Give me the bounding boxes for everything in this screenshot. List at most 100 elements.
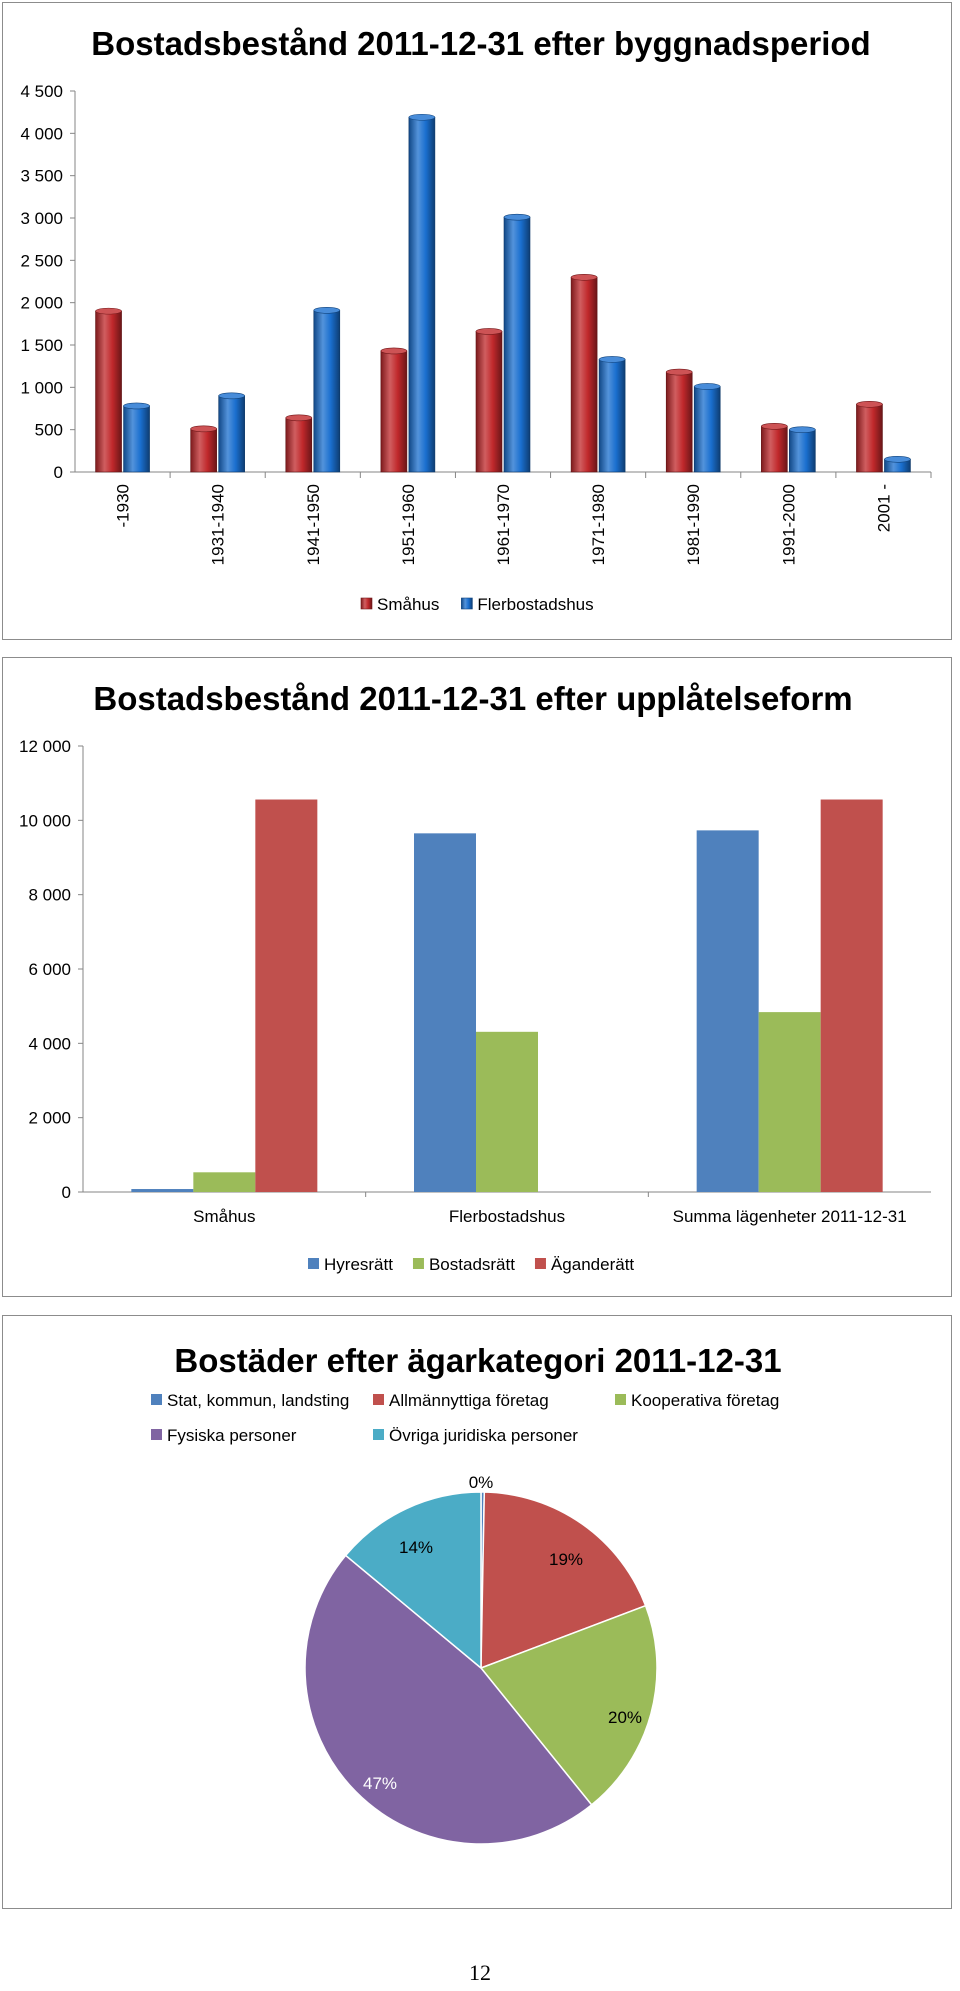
- x-tick-label: 1991-2000: [779, 484, 798, 565]
- bar-småhus: [475, 331, 503, 473]
- y-tick-label: 1 000: [20, 378, 63, 397]
- bar-flerbostadshus: [693, 386, 721, 473]
- legend-label: Fysiska personer: [167, 1426, 297, 1445]
- bar-småhus: [761, 425, 788, 473]
- bar-top: [884, 455, 911, 463]
- legend-label: Hyresrätt: [324, 1255, 393, 1274]
- chart-agarkategori: Bostäder efter ägarkategori 2011-12-31 S…: [151, 1342, 782, 1845]
- y-tick-label: 2 000: [20, 294, 63, 313]
- legend-label: Kooperativa företag: [631, 1391, 779, 1410]
- x-tick-label: 1941-1950: [304, 484, 323, 565]
- bar-top: [95, 307, 122, 315]
- y-tick-label: 8 000: [28, 886, 71, 905]
- bar-småhus: [95, 310, 122, 473]
- bar-flerbostadshus: [503, 216, 531, 473]
- x-tick-label: Summa lägenheter 2011-12-31: [673, 1207, 907, 1226]
- legend-swatch: [373, 1394, 384, 1405]
- bar-top: [475, 328, 503, 335]
- y-tick-label: 4 000: [28, 1034, 71, 1053]
- legend-swatch: [308, 1258, 319, 1269]
- bar-småhus: [856, 403, 883, 473]
- chart-title: Bostäder efter ägarkategori 2011-12-31: [174, 1342, 781, 1379]
- bar-småhus: [190, 428, 217, 473]
- x-tick-label: 1981-1990: [684, 484, 703, 565]
- legend-swatch: [412, 1258, 424, 1269]
- y-tick-label: 0: [54, 463, 63, 482]
- x-tick-label: Flerbostadshus: [449, 1207, 565, 1226]
- legend-swatch: [373, 1429, 384, 1440]
- bar-flerbostadshus: [789, 429, 816, 473]
- bar-flerbostadshus: [408, 116, 436, 473]
- x-tick-label: 1951-1960: [399, 484, 418, 565]
- bar-top: [123, 402, 150, 410]
- chart-panel-agarkategori: Bostäder efter ägarkategori 2011-12-31 S…: [2, 1315, 952, 1909]
- pie-slice: [344, 1491, 482, 1670]
- x-tick-label: 2001 -: [874, 484, 893, 532]
- bar-småhus: [665, 371, 693, 473]
- legend-label: Småhus: [377, 595, 439, 614]
- bar-hyresrätt: [414, 833, 476, 1192]
- y-tick-label: 0: [62, 1183, 71, 1202]
- bar-småhus: [380, 350, 408, 473]
- legend-swatch: [461, 597, 473, 610]
- chart-upplatelseform: Bostadsbestånd 2011-12-31 efter upplåtel…: [19, 680, 931, 1274]
- bar-äganderätt: [255, 799, 318, 1192]
- x-tick-label: -1930: [114, 484, 133, 527]
- x-tick-label: 1961-1970: [494, 484, 513, 565]
- bar-hyresrätt: [131, 1189, 194, 1192]
- data-label: 0%: [469, 1473, 494, 1492]
- legend-label: Flerbostadshus: [477, 595, 593, 614]
- data-label: 19%: [549, 1550, 583, 1569]
- chart-panel-byggnadsperiod: Bostadsbestånd 2011-12-31 efter byggnads…: [2, 2, 952, 640]
- bar-top: [285, 414, 313, 422]
- legend-swatch: [615, 1394, 626, 1405]
- y-tick-label: 4 000: [20, 124, 63, 143]
- bar-bostadsrätt: [758, 1012, 821, 1192]
- y-tick-label: 2 500: [20, 251, 63, 270]
- pie-slice: [479, 1604, 658, 1806]
- y-tick-label: 4 500: [20, 82, 63, 101]
- data-label: 47%: [363, 1774, 397, 1793]
- bar-flerbostadshus: [313, 309, 341, 473]
- bar-småhus: [570, 276, 598, 473]
- bar-top: [856, 400, 883, 408]
- legend-label: Allmännyttiga företag: [389, 1391, 549, 1410]
- x-tick-label: 1931-1940: [209, 484, 228, 565]
- bar-top: [408, 113, 436, 121]
- y-tick-label: 1 500: [20, 336, 63, 355]
- bar-top: [570, 273, 598, 281]
- legend-swatch: [534, 1258, 546, 1269]
- bar-top: [503, 213, 531, 221]
- bar-flerbostadshus: [598, 359, 626, 473]
- y-tick-label: 3 500: [20, 167, 63, 186]
- chart-title: Bostadsbestånd 2011-12-31 efter upplåtel…: [93, 680, 852, 717]
- x-tick-label: Småhus: [193, 1207, 255, 1226]
- chart-panel-upplatelseform: Bostadsbestånd 2011-12-31 efter upplåtel…: [2, 657, 952, 1297]
- legend-label: Stat, kommun, landsting: [167, 1391, 349, 1410]
- bar-flerbostadshus: [218, 395, 245, 473]
- bar-bostadsrätt: [193, 1172, 256, 1192]
- chart-byggnadsperiod: Bostadsbestånd 2011-12-31 efter byggnads…: [20, 25, 932, 614]
- y-tick-label: 6 000: [28, 960, 71, 979]
- pie-slice: [304, 1554, 593, 1845]
- bar-top: [313, 306, 341, 314]
- bar-top: [789, 426, 816, 433]
- bar-top: [598, 356, 626, 363]
- legend-swatch: [151, 1429, 162, 1440]
- bar-top: [218, 392, 245, 400]
- data-label: 20%: [608, 1708, 642, 1727]
- bar-top: [761, 422, 788, 430]
- bar-bostadsrätt: [476, 1031, 538, 1192]
- bar-top: [190, 425, 217, 433]
- bar-top: [693, 383, 721, 390]
- pie-slice: [480, 1491, 647, 1670]
- legend-label: Bostadsrätt: [429, 1255, 515, 1274]
- page-number: 12: [469, 1960, 491, 1985]
- bar-småhus: [285, 417, 313, 473]
- bar-top: [665, 368, 693, 376]
- y-tick-label: 500: [35, 421, 63, 440]
- bar-flerbostadshus: [123, 405, 150, 473]
- legend-label: Äganderätt: [551, 1255, 634, 1274]
- legend-swatch: [360, 597, 373, 610]
- bar-top: [380, 347, 408, 355]
